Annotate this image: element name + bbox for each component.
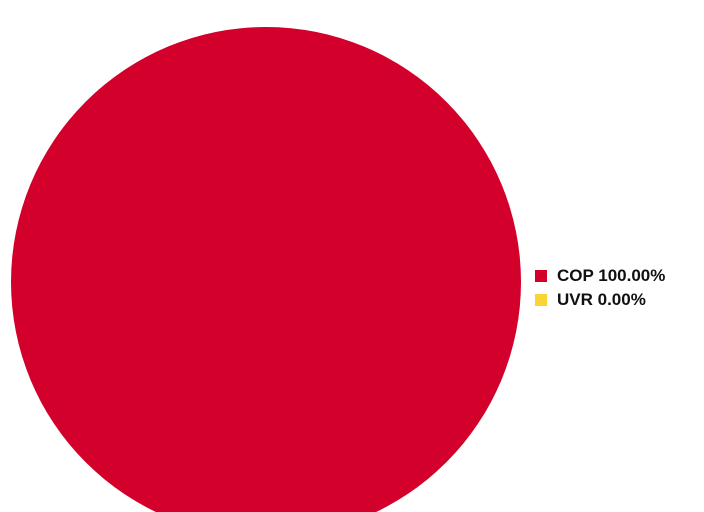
legend-label-cop: COP 100.00% bbox=[557, 266, 666, 285]
legend-item-cop: COP 100.00% bbox=[535, 264, 665, 288]
legend-swatch-uvr bbox=[535, 294, 547, 306]
legend-swatch-cop bbox=[535, 270, 547, 282]
pie-slice-cop bbox=[11, 27, 521, 512]
legend-label-uvr: UVR 0.00% bbox=[557, 290, 646, 309]
legend: COP 100.00% UVR 0.00% bbox=[535, 264, 665, 312]
legend-item-uvr: UVR 0.00% bbox=[535, 288, 665, 312]
